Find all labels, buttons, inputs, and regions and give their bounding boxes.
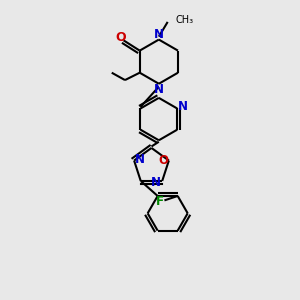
Text: N: N <box>154 82 164 95</box>
Text: CH₃: CH₃ <box>176 15 194 25</box>
Text: N: N <box>135 153 145 166</box>
Text: O: O <box>116 31 127 44</box>
Text: F: F <box>155 195 164 208</box>
Text: O: O <box>158 154 168 167</box>
Text: N: N <box>178 100 188 112</box>
Text: N: N <box>154 28 164 41</box>
Text: N: N <box>151 176 161 189</box>
